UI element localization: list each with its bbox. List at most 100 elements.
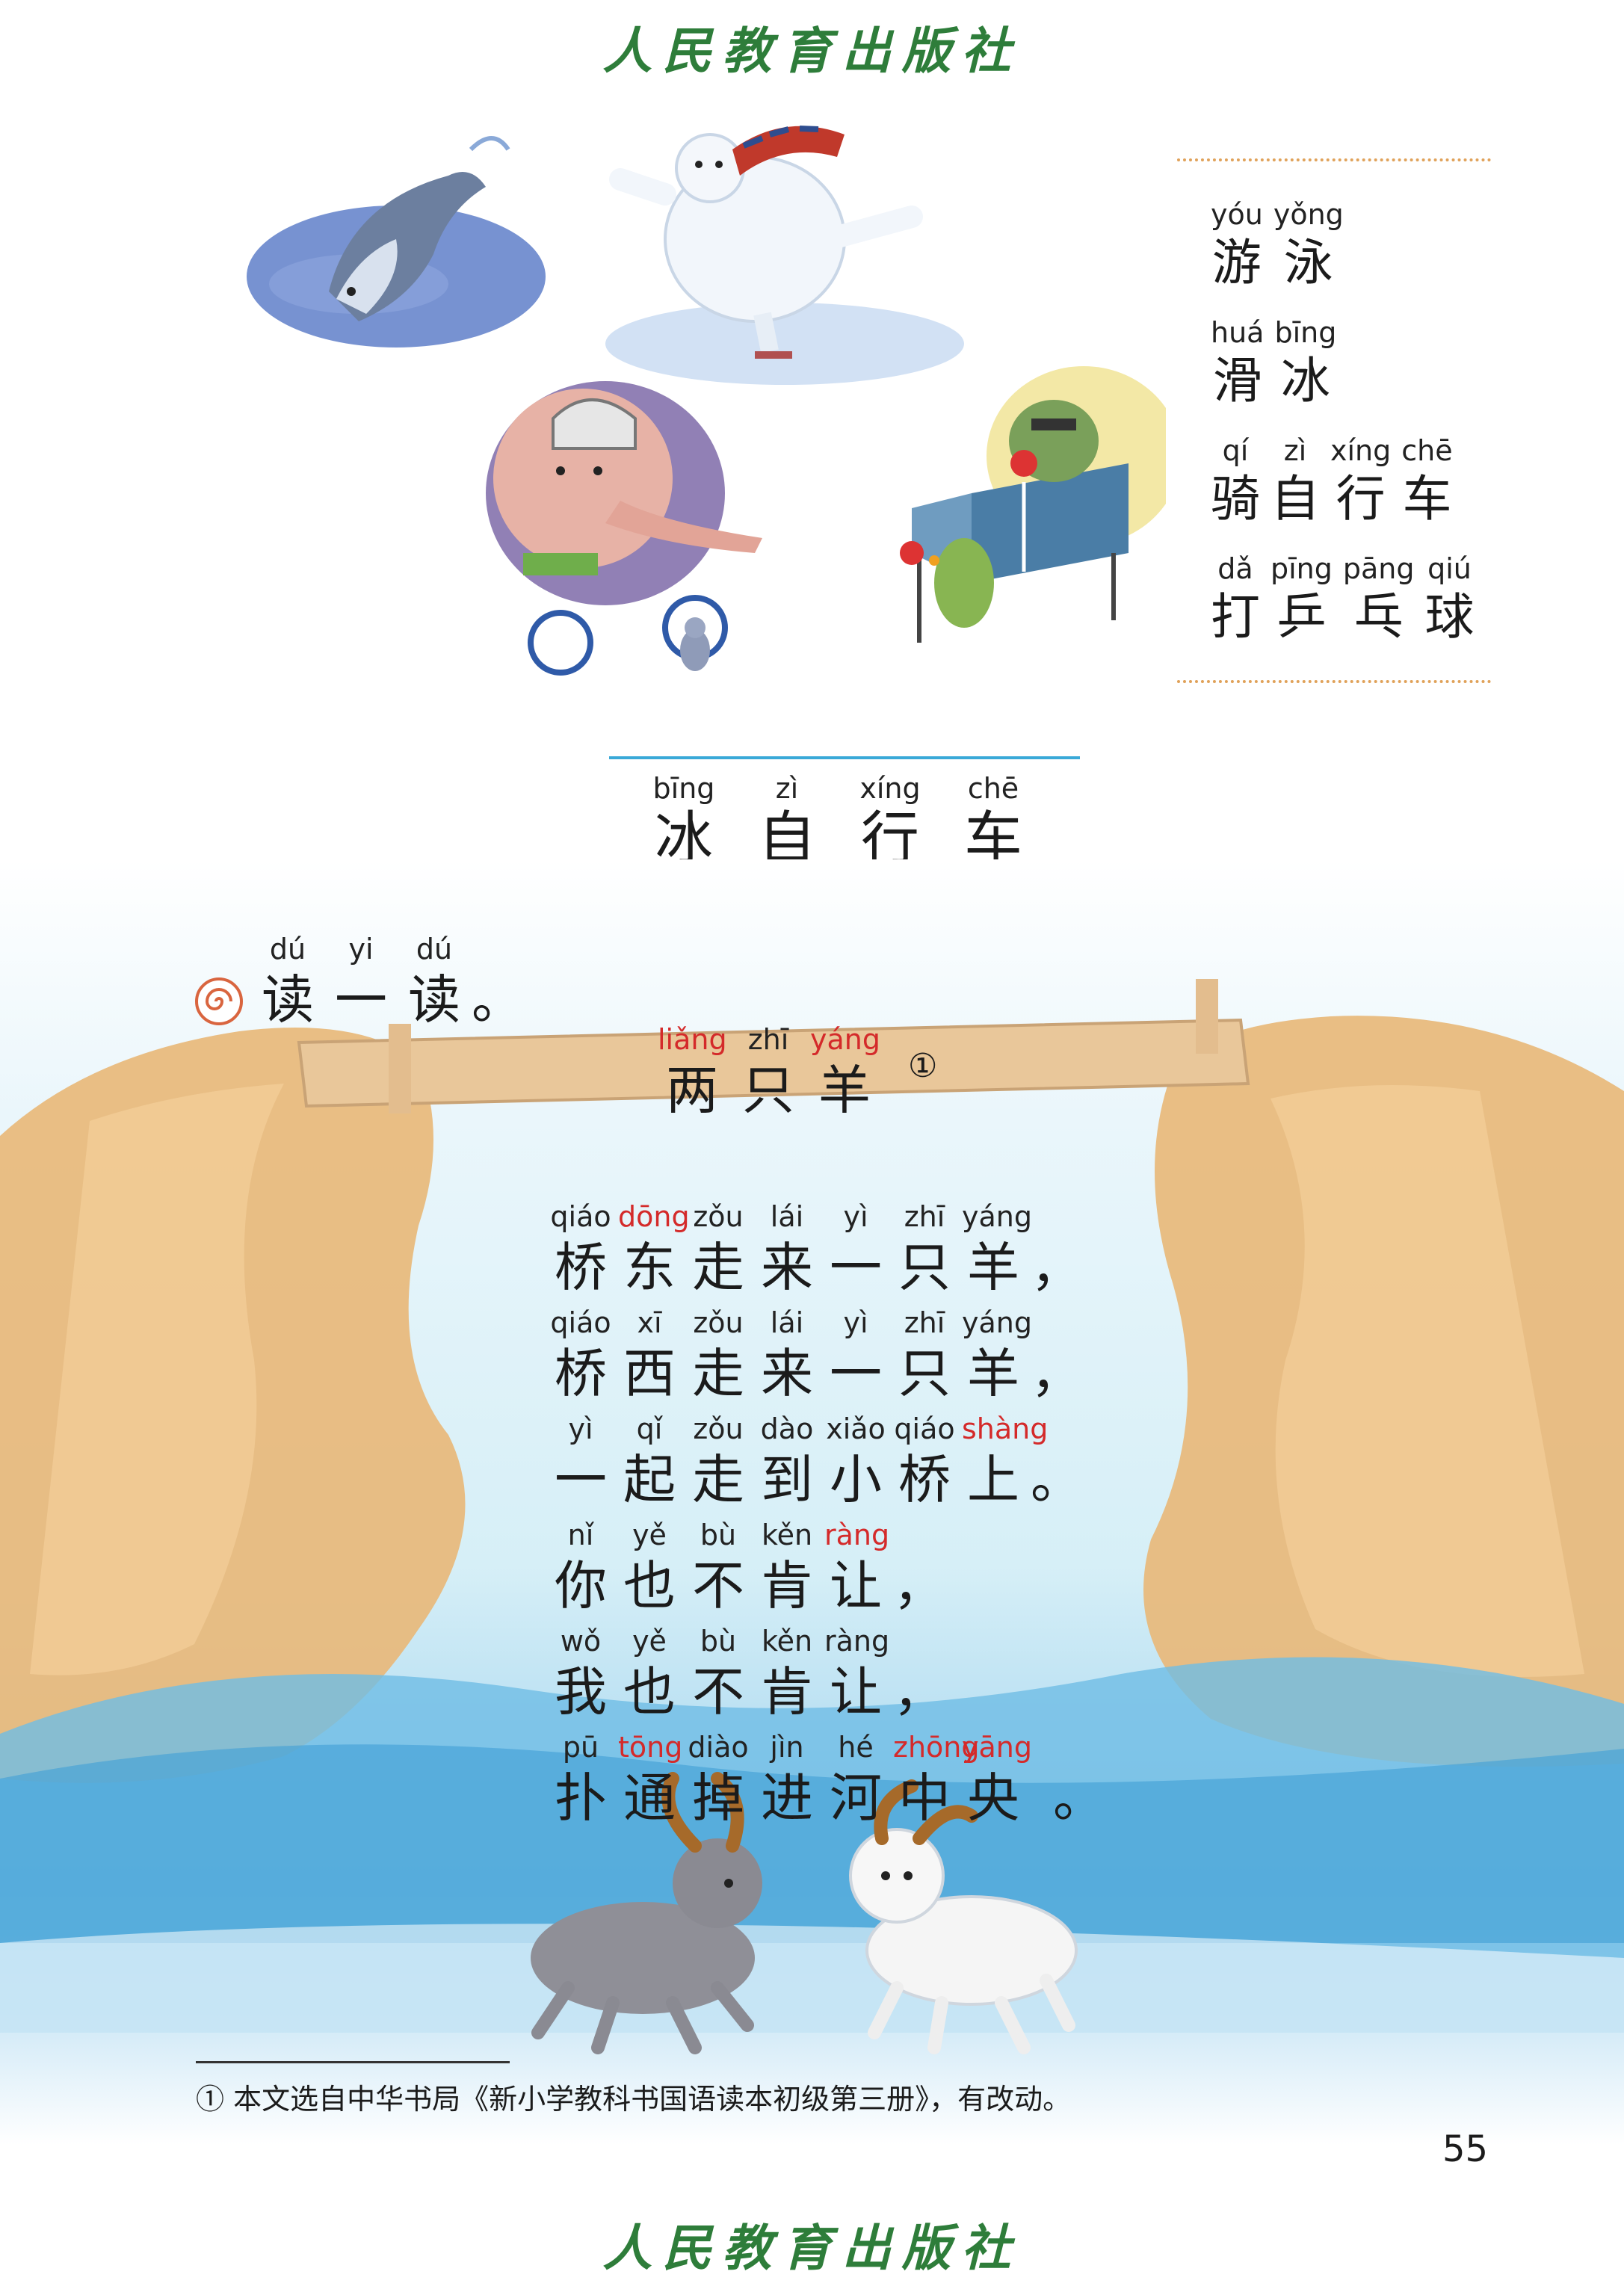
poem-char: qǐ 起 xyxy=(623,1412,676,1510)
poem-char: ràng 让 xyxy=(824,1625,890,1723)
poem-title: liǎng 两 zhī 只 yáng 羊 ① xyxy=(658,1021,937,1122)
vocab-unit: yǒng 泳 xyxy=(1273,198,1344,291)
publisher-header: 人民教育出版社 xyxy=(602,22,1022,80)
vocab-unit: dǎ 打 xyxy=(1211,552,1260,646)
vocab-top-divider xyxy=(1177,158,1491,161)
vocab-unit: xíng 行 xyxy=(1330,434,1392,528)
vocab-unit: yóu 游 xyxy=(1211,198,1263,291)
vocab-item-skating: huá 滑 bīng 冰 xyxy=(1211,314,1347,411)
poem-char: bù 不 xyxy=(692,1625,744,1723)
footnote-rule xyxy=(196,2061,510,2063)
poem-title-unit: zhī 只 xyxy=(742,1023,794,1121)
poem-char: zǒu 走 xyxy=(692,1412,744,1510)
vocab-unit: pīng 乒 xyxy=(1271,552,1333,646)
title-unit: bīng 冰 xyxy=(652,772,715,873)
title-unit: chē 车 xyxy=(963,772,1022,873)
poem-punct: 。 xyxy=(1031,1449,1083,1510)
section-heading-read: dú 读 yi 一 dú 读。 xyxy=(258,930,524,1032)
poem-char: xī 西 xyxy=(623,1306,676,1404)
poem-char: kěn 肯 xyxy=(761,1519,813,1616)
poem-char: yáng 羊 xyxy=(962,1306,1032,1404)
bridge-scene-illustration xyxy=(0,979,1624,2054)
lesson-title: bīng 冰 zì 自 xíng 行 chē 车 xyxy=(639,770,1038,871)
poem-char: yì 一 xyxy=(830,1306,882,1404)
vocab-unit: qí 骑 xyxy=(1211,434,1260,528)
ping-pong-illustration xyxy=(900,366,1166,643)
vocab-item-swimming: yóu 游 yǒng 泳 xyxy=(1211,196,1354,293)
poem-char: bù 不 xyxy=(692,1519,744,1616)
poem-char: zhī 只 xyxy=(898,1306,951,1404)
poem-line-1: qiáo 桥 dōng 东 zǒu 走 lái 来 yì 一 zhī 只 yáng 羊， xyxy=(549,1198,1083,1300)
vocab-unit: qiú 球 xyxy=(1424,552,1475,646)
vocab-unit: chē 车 xyxy=(1401,434,1453,528)
heading-unit: yi 一 xyxy=(335,933,387,1031)
poem-char: yāng 央 xyxy=(962,1731,1032,1829)
vocab-bottom-divider xyxy=(1177,680,1491,683)
grey-goat-illustration xyxy=(531,1772,762,2054)
title-unit: xíng 行 xyxy=(859,772,921,873)
poem-char: lái 来 xyxy=(761,1200,813,1298)
poem-char: wǒ 我 xyxy=(555,1625,607,1723)
poem-punct: ， xyxy=(893,1661,945,1723)
poem-title-unit: yáng 羊 xyxy=(810,1023,880,1121)
vocab-unit: bīng 冰 xyxy=(1274,316,1337,410)
heading-unit: dú 读 xyxy=(408,933,460,1031)
poem-char: nǐ 你 xyxy=(555,1519,607,1616)
vocab-unit: huá 滑 xyxy=(1211,316,1265,410)
poem-char: pū 扑 xyxy=(555,1731,607,1829)
poem-char: yì 一 xyxy=(830,1200,882,1298)
poem-char: qiáo 桥 xyxy=(550,1306,611,1404)
vocab-unit: zì 自 xyxy=(1271,434,1320,528)
poem-char: dào 到 xyxy=(760,1412,814,1510)
poem-char: yě 也 xyxy=(623,1625,676,1723)
poem-char: yì 一 xyxy=(555,1412,607,1510)
poem-line-4: nǐ 你 yě 也 bù 不 kěn 肯 ràng 让， xyxy=(549,1516,945,1618)
poem-char: dōng 东 xyxy=(618,1200,690,1298)
mouse-illustration xyxy=(680,617,710,671)
elephant-illustration xyxy=(486,381,762,676)
poem-char: yě 也 xyxy=(623,1519,676,1616)
poem-char: lái 来 xyxy=(761,1306,813,1404)
poem-line-5: wǒ 我 yě 也 bù 不 kěn 肯 ràng 让， xyxy=(549,1622,945,1724)
title-unit: zì 自 xyxy=(757,772,816,873)
poem-char: hé 河 xyxy=(830,1731,882,1829)
title-top-rule xyxy=(609,756,1080,759)
poem-char: qiáo 桥 xyxy=(550,1200,611,1298)
sports-illustrations xyxy=(247,126,1166,676)
poem-title-unit: liǎng 两 xyxy=(658,1023,727,1121)
poem-punct: 。 xyxy=(1053,1767,1105,1829)
heading-unit: dú 读 xyxy=(262,933,314,1031)
heading-period: 。 xyxy=(472,969,524,1031)
poem-char: xiǎo 小 xyxy=(826,1412,886,1510)
vocab-item-ping-pong: dǎ 打 pīng 乒 pāng 乓 qiú 球 xyxy=(1211,550,1485,647)
poem-char: jìn 进 xyxy=(761,1731,813,1829)
footnote-text: ① 本文选自中华书局《新小学教科书国语读本初级第三册》，有改动。 xyxy=(196,2083,1072,2116)
swirl-icon xyxy=(195,977,243,1025)
footnote-marker: ① xyxy=(908,1047,938,1085)
poem-line-6: pū 扑 tōng 通 diào 掉 jìn 进 hé 河 zhōng 中 yāng 央。 xyxy=(549,1729,1105,1830)
poem-char: qiáo 桥 xyxy=(894,1412,955,1510)
vocab-unit: pāng 乓 xyxy=(1342,552,1415,646)
poem-punct: ， xyxy=(1031,1343,1083,1404)
vocab-item-cycling: qí 骑 zì 自 xíng 行 chē 车 xyxy=(1211,432,1463,529)
poem-char: diào 掉 xyxy=(688,1731,749,1829)
poem-punct: ， xyxy=(1031,1237,1083,1298)
poem-punct: ， xyxy=(893,1555,945,1616)
poem-char: kěn 肯 xyxy=(761,1625,813,1723)
poem-char: shàng 上 xyxy=(962,1412,1049,1510)
dolphin-illustration xyxy=(247,136,546,348)
poem-char: zǒu 走 xyxy=(692,1200,744,1298)
poem-char: yáng 羊 xyxy=(962,1200,1032,1298)
poem-char: zhōng 中 xyxy=(893,1731,980,1829)
poem-char: zhī 只 xyxy=(898,1200,951,1298)
publisher-footer: 人民教育出版社 xyxy=(602,2219,1022,2277)
poem-line-2: qiáo 桥 xī 西 zǒu 走 lái 来 yì 一 zhī 只 yáng 羊， xyxy=(549,1304,1083,1406)
page-number: 55 xyxy=(1442,2128,1489,2170)
polar-bear-illustration xyxy=(605,126,964,385)
poem-char: ràng 让 xyxy=(824,1519,890,1616)
poem-char: tōng 通 xyxy=(618,1731,683,1829)
poem-char: zǒu 走 xyxy=(692,1306,744,1404)
poem-line-3: yì 一 qǐ 起 zǒu 走 dào 到 xiǎo 小 qiáo 桥 shàng 上。 xyxy=(549,1410,1083,1512)
white-goat-illustration xyxy=(849,1779,1078,2054)
wooden-bridge xyxy=(297,1018,1250,1108)
